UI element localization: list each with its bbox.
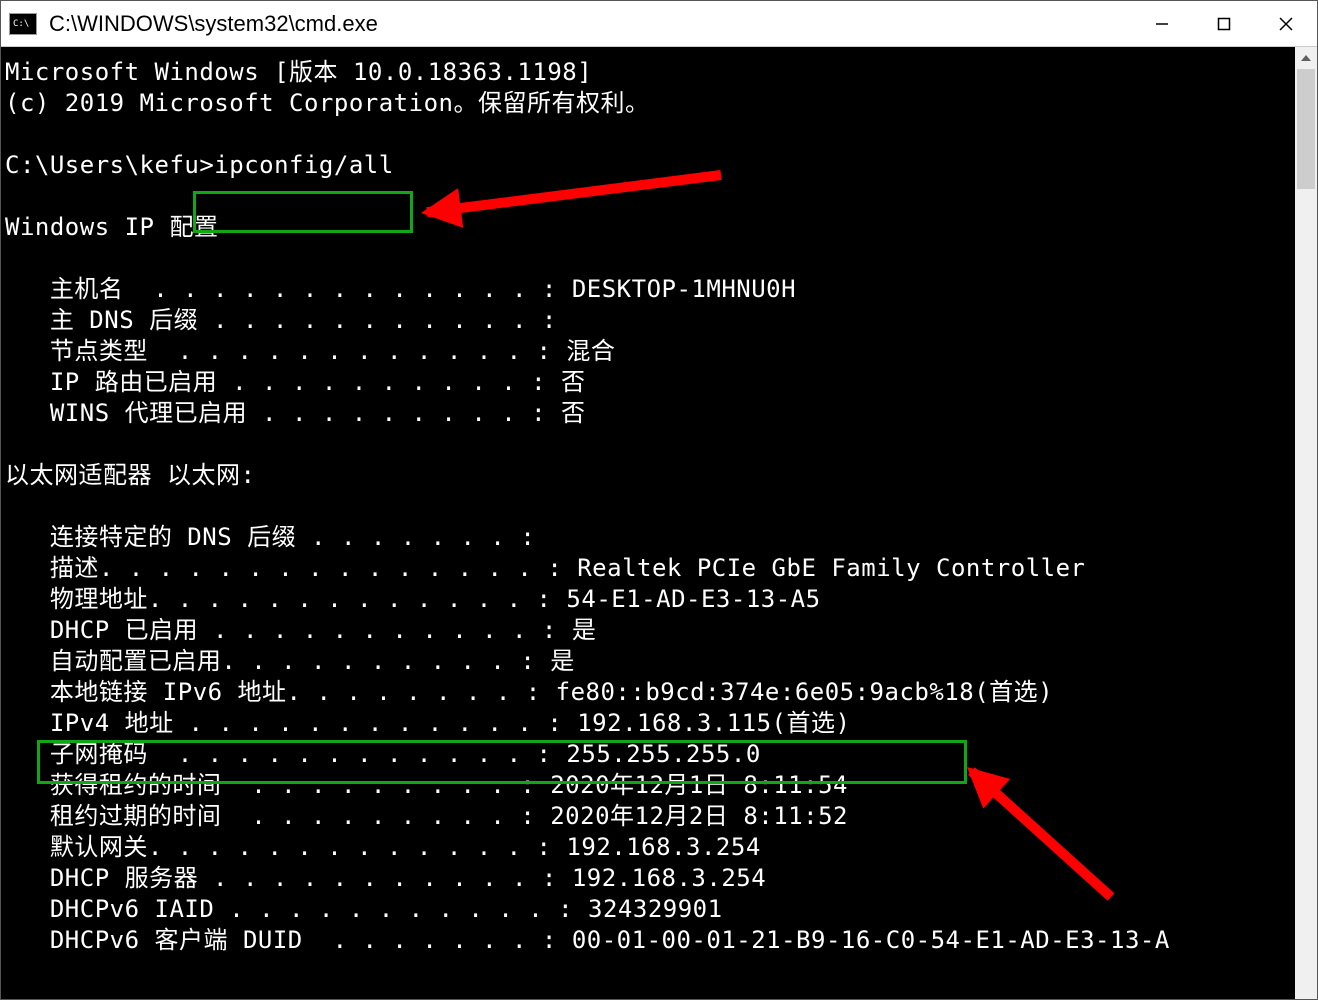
maximize-button[interactable] — [1193, 1, 1255, 46]
cmd-icon — [9, 13, 37, 35]
close-button[interactable] — [1255, 1, 1317, 46]
titlebar[interactable]: C:\WINDOWS\system32\cmd.exe — [1, 1, 1317, 47]
minimize-button[interactable] — [1131, 1, 1193, 46]
cmd-window: C:\WINDOWS\system32\cmd.exe Microsoft Wi… — [0, 0, 1318, 1000]
scroll-up-arrow[interactable] — [1295, 47, 1317, 69]
terminal-area: Microsoft Windows [版本 10.0.18363.1198] (… — [1, 47, 1317, 999]
window-controls — [1131, 1, 1317, 46]
window-title: C:\WINDOWS\system32\cmd.exe — [49, 11, 1131, 37]
vertical-scrollbar[interactable] — [1295, 47, 1317, 999]
scroll-thumb[interactable] — [1297, 69, 1315, 189]
terminal-output[interactable]: Microsoft Windows [版本 10.0.18363.1198] (… — [1, 47, 1295, 999]
